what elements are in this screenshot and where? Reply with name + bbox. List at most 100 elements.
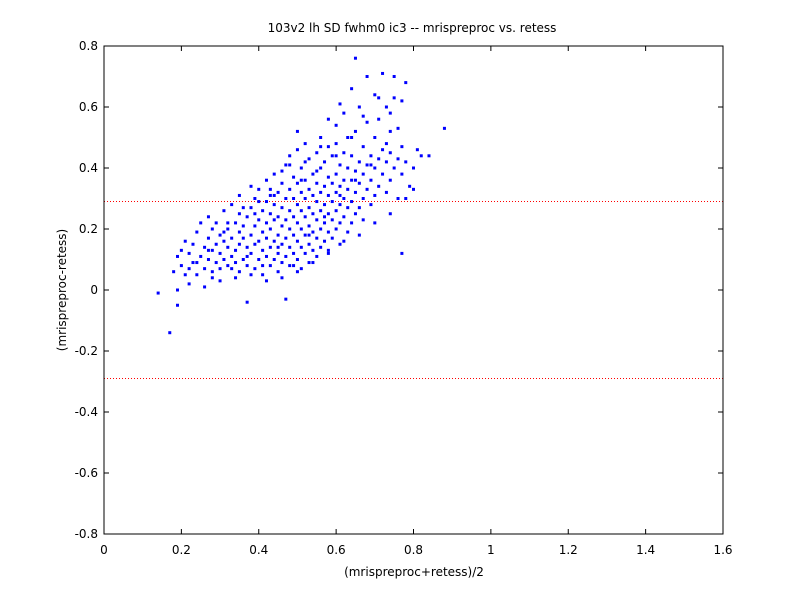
data-point [226,264,230,268]
data-point [307,187,311,191]
data-point [353,178,357,182]
data-point [210,227,214,231]
data-point [361,172,365,176]
data-point [261,248,265,252]
data-point [330,200,334,204]
data-point [412,166,415,170]
data-point [268,264,272,268]
data-point [377,117,381,121]
data-point [334,172,338,176]
data-point [264,279,268,283]
y-tick-label: 0.6 [79,100,98,114]
data-point [280,276,284,280]
data-point [353,190,357,194]
data-point [396,197,400,200]
data-point [292,264,296,268]
data-point [264,200,268,204]
data-point [338,102,342,106]
data-point [373,136,377,139]
data-point [330,154,334,158]
data-point [338,242,342,246]
data-point [334,154,338,158]
data-point [288,187,292,191]
data-point [373,221,377,225]
data-point [199,221,203,225]
data-point [176,254,180,258]
data-point [338,184,342,188]
data-point [218,233,222,237]
data-point [377,157,381,161]
data-point [249,251,253,255]
data-point [404,160,408,164]
data-point [323,215,327,219]
data-point [311,172,315,176]
data-point [295,181,299,185]
data-point [342,151,346,155]
data-point [338,221,342,225]
data-point [264,221,268,225]
data-point [276,270,280,274]
data-point [369,154,373,158]
data-point [400,172,404,176]
data-point [307,242,311,246]
data-point [253,267,257,271]
data-point [295,270,299,274]
data-point [326,248,330,252]
data-point [253,242,257,246]
data-point [303,178,307,182]
data-point [222,258,226,261]
data-point [299,166,303,170]
data-point [319,245,323,249]
data-point [280,224,284,228]
data-point [338,203,342,207]
data-point [234,261,238,265]
data-point [222,239,226,243]
data-point [319,227,323,231]
data-point [292,251,296,255]
y-tick-label: -0.2 [75,344,98,358]
data-point [342,178,346,182]
data-point [369,203,373,207]
data-point [176,288,180,292]
data-point [315,151,319,155]
data-point [307,206,311,210]
data-point [206,236,210,240]
data-point [230,267,234,271]
data-point [311,193,315,197]
data-point [384,160,388,164]
data-point [245,215,249,219]
data-point [226,227,230,231]
data-point [311,261,315,265]
data-point [230,254,234,258]
data-point [210,276,214,280]
data-point [191,242,195,246]
data-point [226,245,230,249]
data-point [377,96,381,100]
data-point [350,178,354,182]
data-point [280,206,284,210]
data-point [326,117,330,121]
data-point [261,230,265,234]
data-point [326,230,330,234]
data-point [346,187,350,191]
data-point [172,270,176,274]
data-point [315,218,319,222]
data-point [206,248,210,252]
data-point [210,270,214,274]
data-point [268,245,272,249]
data-point [442,126,446,130]
data-point [338,193,342,197]
data-point [396,157,400,161]
data-point [276,233,280,237]
data-point [295,129,299,133]
data-point [288,154,292,158]
data-point [241,258,245,261]
data-point [272,239,276,243]
data-point [284,197,288,200]
chart-title: 103v2 lh SD fwhm0 ic3 -- mrispreproc vs.… [268,21,557,35]
data-point [319,166,323,170]
data-point [191,261,195,265]
data-point [292,175,296,179]
data-point [388,151,392,155]
